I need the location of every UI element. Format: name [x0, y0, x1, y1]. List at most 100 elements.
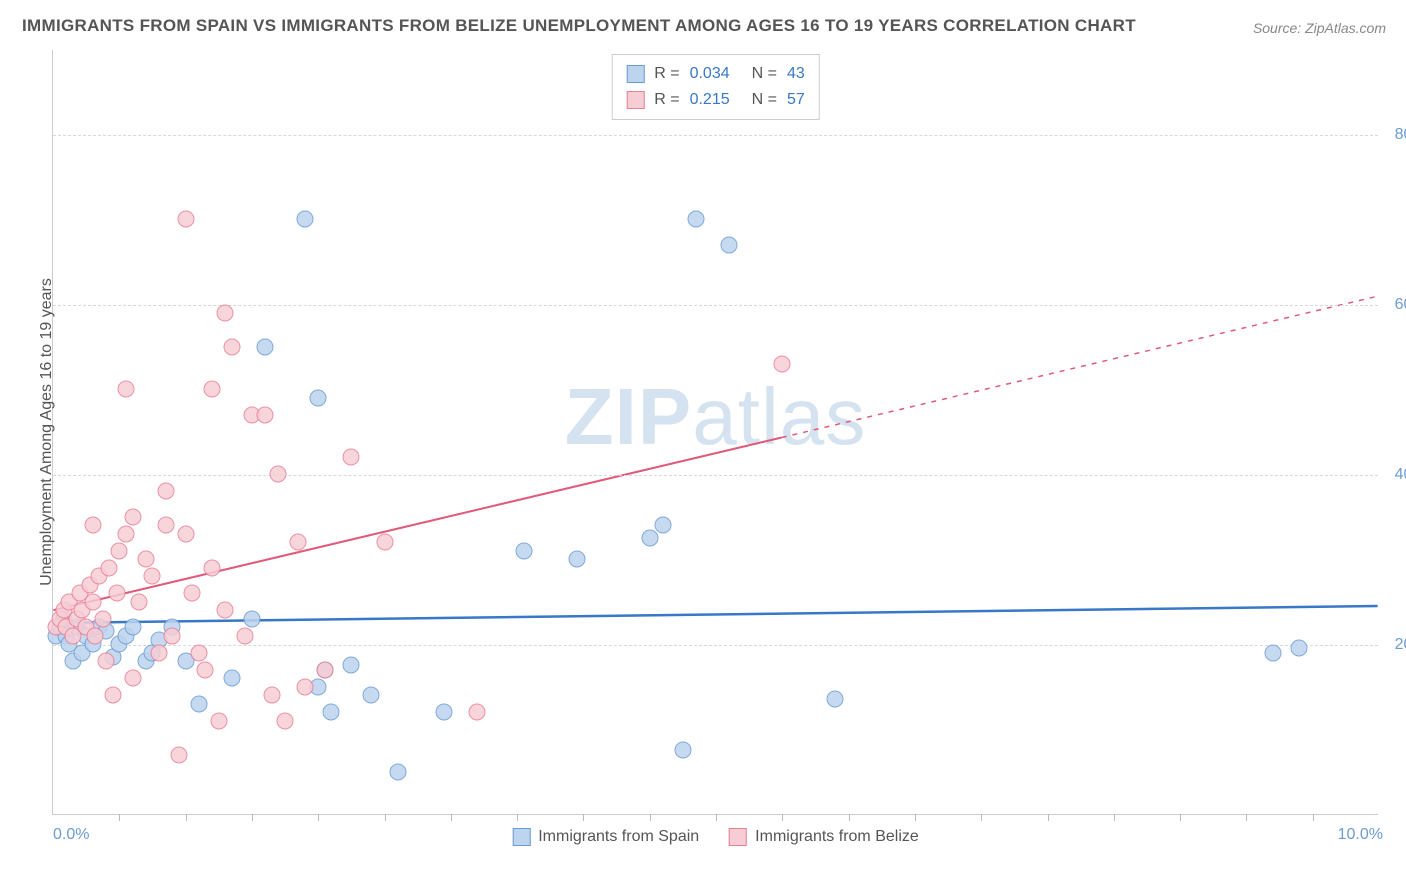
data-point: [389, 763, 406, 780]
data-point: [257, 338, 274, 355]
data-point: [210, 712, 227, 729]
data-point: [164, 627, 181, 644]
x-minor-tick: [1313, 814, 1314, 821]
stats-legend-row: R = 0.034N = 43: [626, 61, 805, 87]
x-minor-tick: [716, 814, 717, 821]
legend-label: Immigrants from Belize: [755, 828, 919, 846]
trend-line-dashed: [782, 296, 1378, 437]
n-label: N =: [752, 91, 777, 109]
x-minor-tick: [981, 814, 982, 821]
n-value: 57: [787, 91, 805, 109]
r-value: 0.215: [690, 91, 730, 109]
data-point: [177, 525, 194, 542]
x-minor-tick: [915, 814, 916, 821]
x-tick-first: 0.0%: [53, 826, 89, 844]
data-point: [310, 389, 327, 406]
y-axis-label: Unemployment Among Ages 16 to 19 years: [38, 278, 56, 586]
data-point: [654, 517, 671, 534]
x-minor-tick: [583, 814, 584, 821]
stats-legend-row: R = 0.215 N = 57: [626, 87, 805, 113]
source-attribution: Source: ZipAtlas.com: [1253, 20, 1386, 36]
data-point: [263, 687, 280, 704]
x-minor-tick: [1048, 814, 1049, 821]
data-point: [87, 627, 104, 644]
data-point: [190, 695, 207, 712]
data-point: [117, 525, 134, 542]
x-minor-tick: [1246, 814, 1247, 821]
data-point: [84, 517, 101, 534]
y-tick-label: 80.0%: [1395, 126, 1406, 144]
legend-swatch: [626, 65, 644, 83]
watermark-rest: atlas: [692, 372, 866, 461]
data-point: [190, 644, 207, 661]
x-minor-tick: [318, 814, 319, 821]
x-minor-tick: [119, 814, 120, 821]
x-minor-tick: [385, 814, 386, 821]
y-tick-label: 60.0%: [1395, 296, 1406, 314]
y-tick-label: 20.0%: [1395, 636, 1406, 654]
x-minor-tick: [650, 814, 651, 821]
data-point: [515, 542, 532, 559]
data-point: [144, 568, 161, 585]
data-point: [296, 211, 313, 228]
x-minor-tick: [252, 814, 253, 821]
chart-title: IMMIGRANTS FROM SPAIN VS IMMIGRANTS FROM…: [22, 16, 1136, 36]
data-point: [721, 236, 738, 253]
data-point: [204, 381, 221, 398]
stats-legend: R = 0.034N = 43R = 0.215N = 57: [611, 54, 820, 120]
gridline: [53, 475, 1378, 476]
data-point: [641, 529, 658, 546]
r-label: R =: [654, 65, 679, 83]
data-point: [204, 559, 221, 576]
data-point: [270, 466, 287, 483]
legend-swatch: [512, 828, 530, 846]
data-point: [217, 602, 234, 619]
data-point: [323, 704, 340, 721]
data-point: [774, 355, 791, 372]
watermark: ZIPatlas: [565, 371, 866, 463]
x-minor-tick: [186, 814, 187, 821]
data-point: [224, 670, 241, 687]
data-point: [157, 517, 174, 534]
data-point: [469, 704, 486, 721]
data-point: [363, 687, 380, 704]
data-point: [151, 644, 168, 661]
data-point: [124, 508, 141, 525]
data-point: [95, 610, 112, 627]
plot-area: Unemployment Among Ages 16 to 19 years Z…: [52, 50, 1378, 815]
data-point: [197, 661, 214, 678]
data-point: [436, 704, 453, 721]
data-point: [98, 653, 115, 670]
data-point: [137, 551, 154, 568]
data-point: [257, 406, 274, 423]
legend-swatch: [626, 91, 644, 109]
x-tick-last: 10.0%: [1338, 826, 1383, 844]
series-legend: Immigrants from Spain Immigrants from Bel…: [512, 828, 919, 846]
data-point: [217, 304, 234, 321]
data-point: [100, 559, 117, 576]
data-point: [827, 691, 844, 708]
legend-item: Immigrants from Belize: [729, 828, 919, 846]
data-point: [104, 687, 121, 704]
data-point: [1291, 640, 1308, 657]
data-point: [296, 678, 313, 695]
x-minor-tick: [517, 814, 518, 821]
gridline: [53, 645, 1378, 646]
y-tick-label: 40.0%: [1395, 466, 1406, 484]
data-point: [84, 593, 101, 610]
data-point: [243, 610, 260, 627]
x-minor-tick: [849, 814, 850, 821]
data-point: [111, 542, 128, 559]
data-point: [184, 585, 201, 602]
data-point: [568, 551, 585, 568]
data-point: [177, 211, 194, 228]
data-point: [124, 619, 141, 636]
legend-item: Immigrants from Spain: [512, 828, 699, 846]
data-point: [343, 449, 360, 466]
r-label: R =: [654, 91, 679, 109]
legend-label: Immigrants from Spain: [538, 828, 699, 846]
x-minor-tick: [1114, 814, 1115, 821]
x-minor-tick: [451, 814, 452, 821]
data-point: [688, 211, 705, 228]
data-point: [117, 381, 134, 398]
